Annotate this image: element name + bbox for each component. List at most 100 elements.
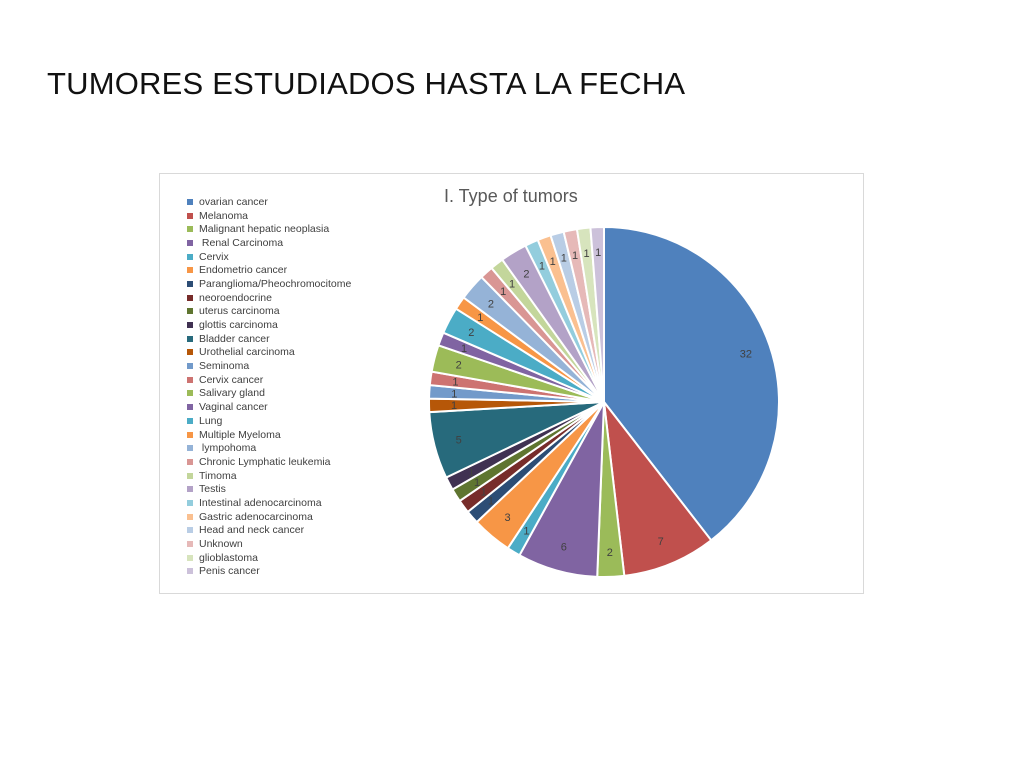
legend-label: Vaginal cancer <box>199 401 268 414</box>
pie-data-label: 2 <box>488 298 494 310</box>
legend-label: Gastric adenocarcinoma <box>199 510 313 523</box>
legend-label: Urothelial carcinoma <box>199 346 295 359</box>
legend-swatch <box>187 253 193 260</box>
legend-swatch <box>187 363 193 370</box>
legend-item: neoroendocrine <box>187 291 387 305</box>
pie-data-label: 1 <box>461 343 467 355</box>
legend-item: Seminoma <box>187 359 387 373</box>
legend-label: Bladder cancer <box>199 332 270 345</box>
pie-data-label: 1 <box>477 312 483 324</box>
legend-swatch <box>187 417 193 424</box>
pie-data-label: 1 <box>572 250 578 262</box>
legend-label: lympohoma <box>199 442 257 455</box>
legend-swatch <box>187 499 193 506</box>
legend-swatch <box>187 376 193 383</box>
pie-data-label: 5 <box>456 434 462 446</box>
legend-label: Timoma <box>199 469 237 482</box>
legend-swatch <box>187 322 193 329</box>
legend-item: Urothelial carcinoma <box>187 346 387 360</box>
legend-swatch <box>187 294 193 301</box>
legend-swatch <box>187 513 193 520</box>
legend-swatch <box>187 390 193 397</box>
legend-swatch <box>187 527 193 534</box>
legend-label: Renal Carcinoma <box>199 236 284 249</box>
legend-label: Paranglioma/Pheochromocitome <box>199 277 352 290</box>
pie-data-label: 7 <box>658 536 664 548</box>
legend-swatch <box>187 568 193 575</box>
pie-data-label: 2 <box>607 547 613 559</box>
legend-label: neoroendocrine <box>199 291 272 304</box>
legend-item: Bladder cancer <box>187 332 387 346</box>
pie-data-label: 1 <box>474 477 480 489</box>
legend-label: Lung <box>199 414 223 427</box>
legend-swatch <box>187 431 193 438</box>
legend-item: Cervix cancer <box>187 373 387 387</box>
pie-data-label: 1 <box>451 400 457 412</box>
pie-data-label: 1 <box>509 278 515 290</box>
legend-item: ovarian cancer <box>187 195 387 209</box>
legend-item: Multiple Myeloma <box>187 428 387 442</box>
legend-label: Cervix cancer <box>199 373 264 386</box>
pie-data-label: 6 <box>561 542 567 554</box>
legend-item: Vaginal cancer <box>187 400 387 414</box>
legend-item: glioblastoma <box>187 551 387 565</box>
pie-data-label: 2 <box>456 360 462 372</box>
legend-label: ovarian cancer <box>199 195 268 208</box>
legend-label: Seminoma <box>199 360 250 373</box>
legend-label: Head and neck cancer <box>199 524 305 537</box>
legend-label: glioblastoma <box>199 551 258 564</box>
legend-swatch <box>187 472 193 479</box>
legend-label: Malignant hepatic neoplasia <box>199 223 330 236</box>
pie-data-label: 1 <box>595 247 601 259</box>
legend-item: Intestinal adenocarcinoma <box>187 496 387 510</box>
pie-slice <box>602 398 713 577</box>
legend-item: Melanoma <box>187 209 387 223</box>
pie-data-label: 1 <box>584 248 590 260</box>
legend-item: Endometrio cancer <box>187 263 387 277</box>
legend-item: Gastric adenocarcinoma <box>187 510 387 524</box>
legend-swatch <box>187 349 193 356</box>
pie-data-label: 2 <box>523 269 529 281</box>
legend-item: Chronic Lymphatic leukemia <box>187 455 387 469</box>
legend-label: Salivary gland <box>199 387 265 400</box>
legend-swatch <box>187 404 193 411</box>
legend-label: uterus carcinoma <box>199 305 280 318</box>
legend-item: Penis cancer <box>187 565 387 579</box>
legend-label: glottis carcinoma <box>199 319 278 332</box>
legend-swatch <box>187 486 193 493</box>
legend-item: Lung <box>187 414 387 428</box>
legend-item: Salivary gland <box>187 387 387 401</box>
legend-label: Unknown <box>199 538 243 551</box>
pie-data-label: 1 <box>488 496 494 508</box>
slide-title: TUMORES ESTUDIADOS HASTA LA FECHA <box>47 66 686 101</box>
pie-data-label: 1 <box>523 525 529 537</box>
legend-swatch <box>187 554 193 561</box>
pie-data-label: 1 <box>451 388 457 400</box>
legend-swatch <box>187 458 193 465</box>
legend-item: Timoma <box>187 469 387 483</box>
legend-item: glottis carcinoma <box>187 318 387 332</box>
pie-data-label: 2 <box>468 327 474 339</box>
chart-area: I. Type of tumors ovarian cancer Melanoma… <box>159 173 864 594</box>
pie-data-label: 32 <box>740 348 752 360</box>
legend-item: Unknown <box>187 537 387 551</box>
pie-data-label: 1 <box>561 252 567 264</box>
chart-legend: ovarian cancer Melanoma Malignant hepatic … <box>187 195 387 578</box>
legend-item: Testis <box>187 482 387 496</box>
legend-label: Melanoma <box>199 209 249 222</box>
legend-label: Testis <box>199 483 226 496</box>
legend-swatch <box>187 280 193 287</box>
pie-data-label: 1 <box>539 260 545 272</box>
legend-swatch <box>187 541 193 548</box>
legend-swatch <box>187 267 193 274</box>
legend-item: Head and neck cancer <box>187 524 387 538</box>
legend-item: Paranglioma/Pheochromocitome <box>187 277 387 291</box>
pie-data-label: 3 <box>505 512 511 524</box>
legend-swatch <box>187 212 193 219</box>
legend-item: Renal Carcinoma <box>187 236 387 250</box>
pie-slice <box>603 225 780 542</box>
legend-swatch <box>187 226 193 233</box>
pie-data-label: 1 <box>500 286 506 298</box>
legend-label: Chronic Lymphatic leukemia <box>199 455 331 468</box>
legend-label: Penis cancer <box>199 565 260 578</box>
